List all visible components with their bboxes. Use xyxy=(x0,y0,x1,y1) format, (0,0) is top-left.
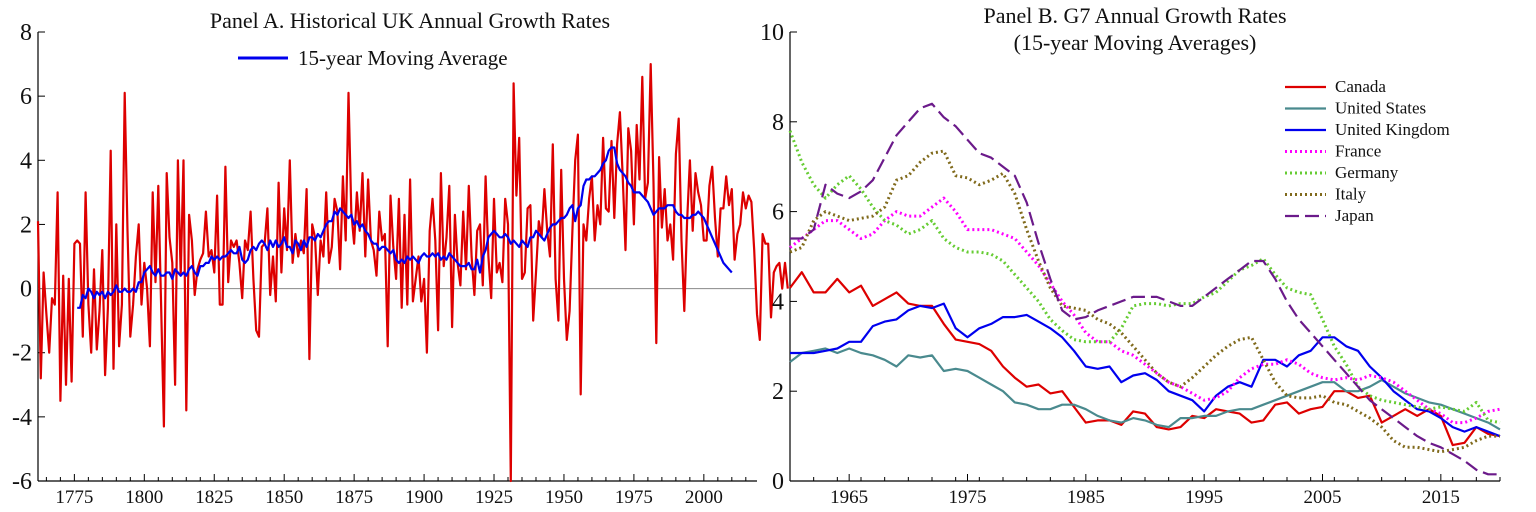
legend-label-france: France xyxy=(1335,142,1381,161)
panel-a-title: Panel A. Historical UK Annual Growth Rat… xyxy=(210,8,610,33)
x-tick-label: 1800 xyxy=(125,487,163,508)
x-tick-label: 1950 xyxy=(545,487,583,508)
series-line-japan xyxy=(790,102,1500,476)
series-line-united-states xyxy=(789,347,1501,431)
panel-b-plot-area: 0 2 4 6 8 10 1965 1975 1985 1995 2005 2015 xyxy=(760,20,1501,508)
legend-label-germany: Germany xyxy=(1335,163,1399,182)
y-tick-label: -6 xyxy=(12,469,32,495)
x-tick-label: 1825 xyxy=(195,487,233,508)
legend-label-moving-average: 15-year Moving Average xyxy=(298,46,508,70)
y-tick-label: 2 xyxy=(772,379,784,405)
y-tick-label: 0 xyxy=(20,277,32,303)
x-tick-label: 1975 xyxy=(615,487,653,508)
y-tick-label: 4 xyxy=(20,148,32,174)
panel-a: Panel A. Historical UK Annual Growth Rat… xyxy=(12,8,789,508)
y-tick-label: -4 xyxy=(12,405,32,431)
series-line-annual-growth xyxy=(36,62,789,483)
series-line-united-kingdom xyxy=(790,302,1501,438)
legend-label-united-kingdom: United Kingdom xyxy=(1335,120,1450,139)
x-tick-label: 1985 xyxy=(1067,487,1105,508)
x-tick-label: 2005 xyxy=(1304,487,1342,508)
panel-a-plot-area: -6 -4 -2 0 2 4 6 8 1775 1800 1825 1850 1875 1900 1925 1… xyxy=(12,20,789,508)
x-tick-label: 1925 xyxy=(475,487,513,508)
legend-label-united-states: United States xyxy=(1335,99,1426,118)
y-tick-label: 10 xyxy=(760,20,784,46)
series-line-france xyxy=(789,196,1501,425)
y-tick-label: 2 xyxy=(20,212,32,238)
legend-label-japan: Japan xyxy=(1335,206,1374,225)
y-tick-label: 4 xyxy=(772,289,784,315)
legend-label-italy: Italy xyxy=(1335,185,1367,204)
x-tick-label: 1965 xyxy=(830,487,868,508)
panel-b-title: Panel B. G7 Annual Growth Rates xyxy=(983,3,1286,28)
panel-b-subtitle: (15-year Moving Averages) xyxy=(1014,30,1257,55)
x-tick-label: 1900 xyxy=(405,487,443,508)
x-tick-label: 2000 xyxy=(685,487,723,508)
x-tick-label: 2015 xyxy=(1422,487,1460,508)
x-tick-label: 1850 xyxy=(265,487,303,508)
panel-b: Panel B. G7 Annual Growth Rates (15-year… xyxy=(760,3,1501,508)
series-line-italy xyxy=(789,149,1500,454)
x-tick-label: 1875 xyxy=(335,487,373,508)
legend-label-canada: Canada xyxy=(1335,77,1386,96)
x-tick-label: 1775 xyxy=(55,487,93,508)
series-line-germany xyxy=(788,130,1501,425)
y-tick-label: 6 xyxy=(772,200,784,226)
y-tick-label: -2 xyxy=(12,341,32,367)
y-tick-label: 8 xyxy=(772,110,784,136)
x-tick-label: 1975 xyxy=(949,487,987,508)
x-tick-label: 1995 xyxy=(1185,487,1223,508)
y-tick-label: 0 xyxy=(772,469,784,495)
series-line-canada xyxy=(789,271,1501,447)
y-tick-label: 6 xyxy=(20,84,32,110)
panel-b-legend: Canada United States United Kingdom France G… xyxy=(1285,77,1450,225)
series-line-15-year-moving-average xyxy=(77,146,733,309)
y-tick-label: 8 xyxy=(20,20,32,46)
